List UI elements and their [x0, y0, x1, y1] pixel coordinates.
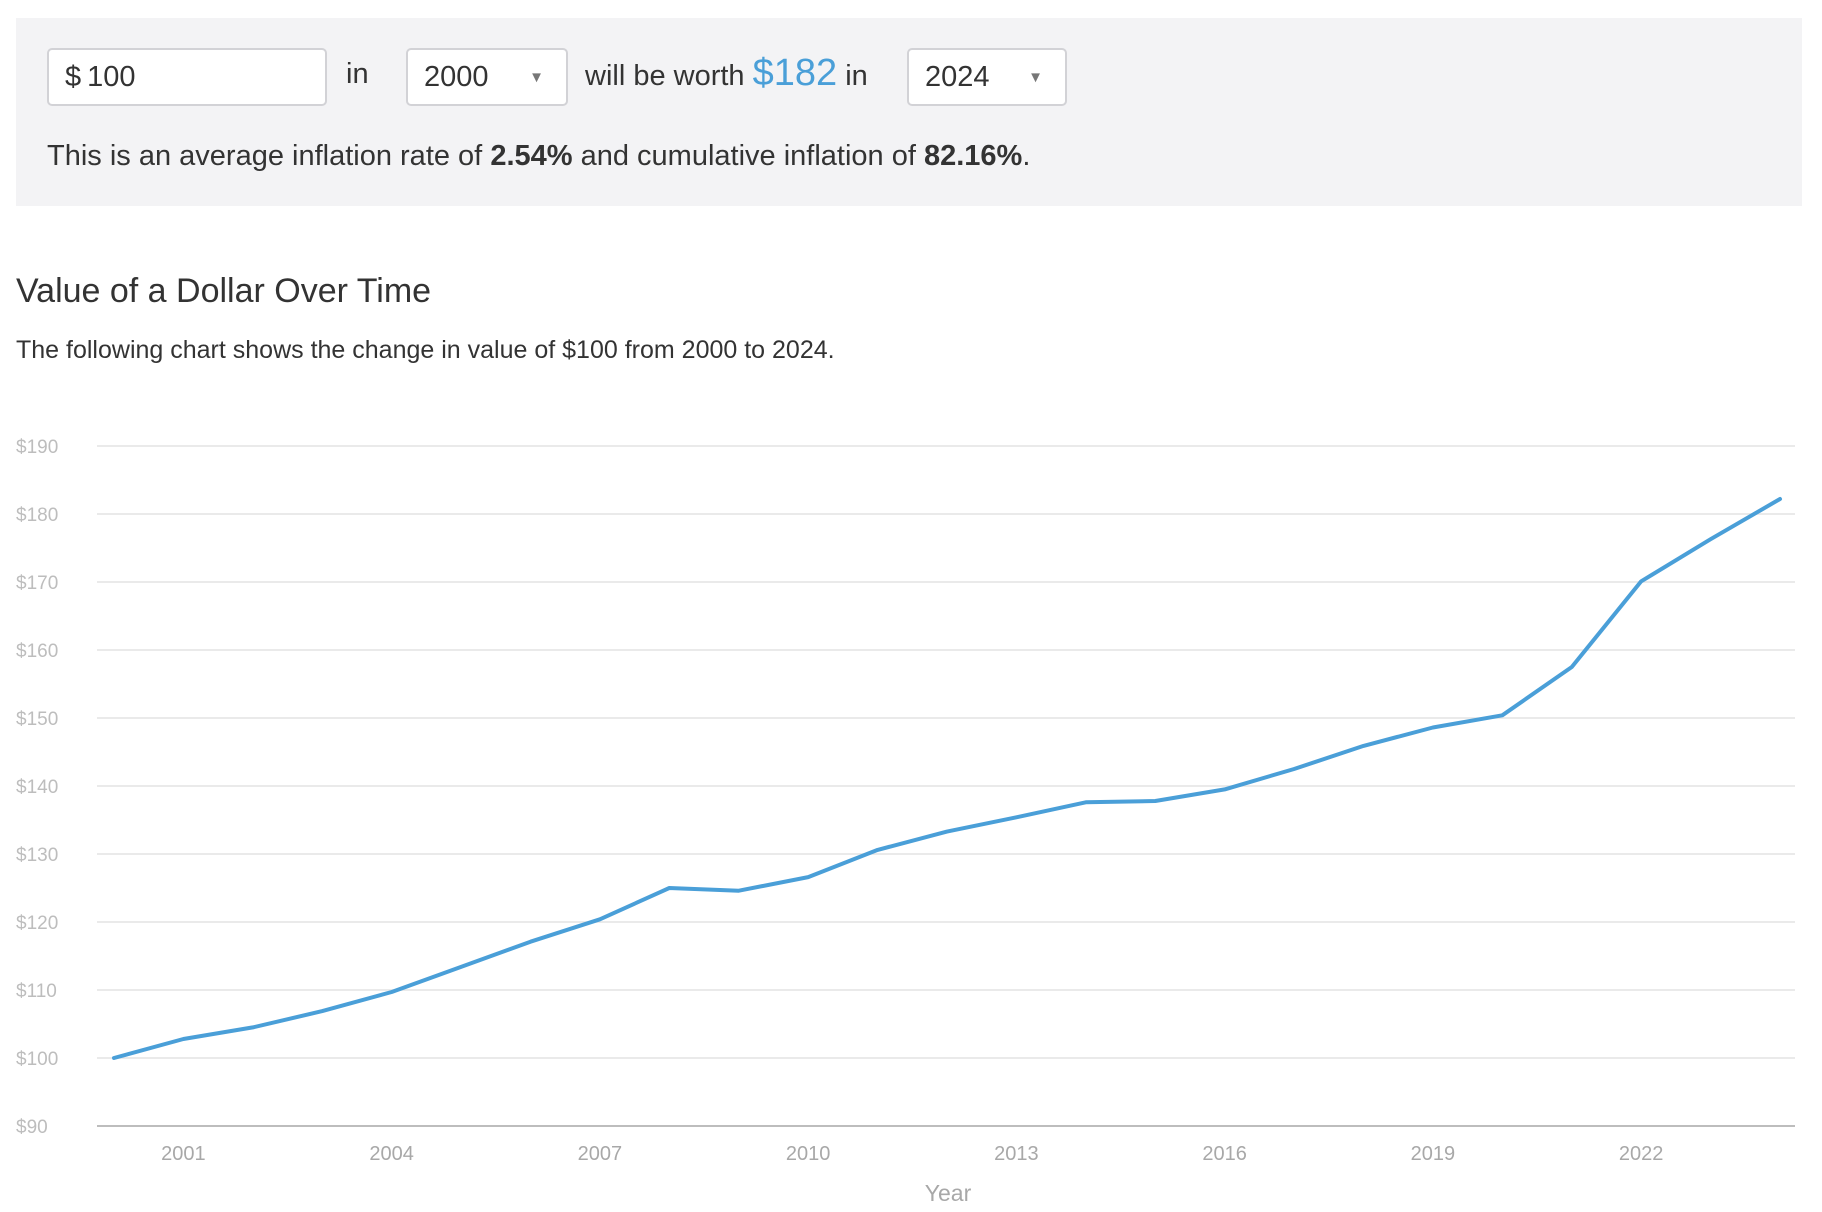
- y-tick-label: $130: [16, 845, 58, 866]
- data-point: [663, 882, 675, 894]
- end-year-select[interactable]: 2024 ▼: [907, 48, 1067, 106]
- data-point: [455, 961, 467, 973]
- data-point: [802, 871, 814, 883]
- x-tick-label: 2007: [578, 1143, 623, 1165]
- inflation-calculator-panel: $ in 2000 ▼ will be worth $182 in 2024 ▼…: [16, 18, 1802, 206]
- series-line: [112, 497, 1782, 1060]
- data-point: [386, 986, 398, 998]
- data-point: [108, 1052, 120, 1064]
- data-point: [941, 826, 953, 838]
- x-tick-label: 2004: [369, 1143, 414, 1165]
- start-year-select[interactable]: 2000 ▼: [406, 48, 568, 106]
- summary-suffix: .: [1022, 140, 1031, 172]
- cumulative-inflation-value: 82.16%: [923, 140, 1023, 172]
- y-tick-label: $180: [16, 505, 58, 526]
- chart-title: Value of a Dollar Over Time: [16, 272, 432, 310]
- data-point: [1149, 795, 1161, 807]
- data-point: [177, 1033, 189, 1045]
- data-point: [1288, 763, 1300, 775]
- summary-prefix: This is an average inflation rate of: [47, 140, 483, 172]
- inflation-summary: This is an average inflation rate of 2.5…: [47, 140, 1030, 173]
- x-tick-label: 2016: [1202, 1143, 1247, 1165]
- currency-symbol: $: [65, 60, 82, 93]
- data-point: [1635, 575, 1647, 587]
- data-point: [1705, 533, 1717, 545]
- y-tick-label: $150: [16, 709, 58, 730]
- data-point: [247, 1021, 259, 1033]
- y-tick-label: $110: [16, 981, 57, 1002]
- data-point: [1080, 796, 1092, 808]
- data-point: [1427, 722, 1439, 734]
- average-rate-value: 2.54%: [490, 140, 573, 172]
- data-point: [316, 1005, 328, 1017]
- worth-sentence: will be worth $182 in: [585, 52, 868, 95]
- data-point: [872, 844, 884, 856]
- in-label: in: [346, 58, 369, 90]
- y-tick-label: $140: [16, 777, 58, 798]
- y-tick-label: $190: [16, 437, 58, 458]
- y-tick-label: $120: [16, 913, 58, 934]
- data-point: [1566, 661, 1578, 673]
- chevron-down-icon: ▼: [529, 69, 544, 86]
- data-point: [733, 885, 745, 897]
- summary-middle: and cumulative inflation of: [580, 140, 916, 172]
- y-tick-label: $100: [16, 1049, 58, 1070]
- data-point: [1496, 709, 1508, 721]
- x-axis-ticks: 2001 2004 2007 2010 2013 2016 2019 2022: [161, 1143, 1663, 1165]
- data-point: [1010, 811, 1022, 823]
- end-year-value: 2024: [925, 60, 990, 93]
- will-be-worth-label: will be worth: [585, 60, 745, 92]
- x-axis-title: Year: [925, 1180, 972, 1206]
- data-point: [594, 913, 606, 925]
- data-point: [1774, 493, 1786, 505]
- x-tick-label: 2019: [1411, 1143, 1456, 1165]
- x-tick-label: 2001: [161, 1143, 206, 1165]
- y-tick-label: $160: [16, 641, 58, 662]
- x-tick-label: 2010: [786, 1143, 831, 1165]
- amount-field[interactable]: $: [47, 48, 327, 106]
- data-point: [525, 936, 537, 948]
- y-tick-label: $90: [16, 1117, 48, 1138]
- y-tick-label: $170: [16, 573, 58, 594]
- x-tick-label: 2013: [994, 1143, 1039, 1165]
- data-point: [1358, 740, 1370, 752]
- chevron-down-icon: ▼: [1028, 69, 1043, 86]
- data-point: [1219, 783, 1231, 795]
- gridlines: [97, 445, 1795, 1127]
- worth-value: $182: [752, 52, 838, 94]
- chart-subtitle: The following chart shows the change in …: [16, 336, 835, 364]
- y-axis-ticks: $90 $100 $110 $120 $130 $140 $150 $160 $170 $180 $…: [16, 437, 58, 1138]
- series-layer: [108, 493, 1786, 1064]
- in-label-2: in: [845, 60, 868, 92]
- x-tick-label: 2022: [1619, 1143, 1664, 1165]
- calculator-input-row: $ in 2000 ▼ will be worth $182 in 2024 ▼: [47, 48, 1787, 108]
- amount-input[interactable]: [87, 60, 288, 94]
- start-year-value: 2000: [424, 60, 489, 93]
